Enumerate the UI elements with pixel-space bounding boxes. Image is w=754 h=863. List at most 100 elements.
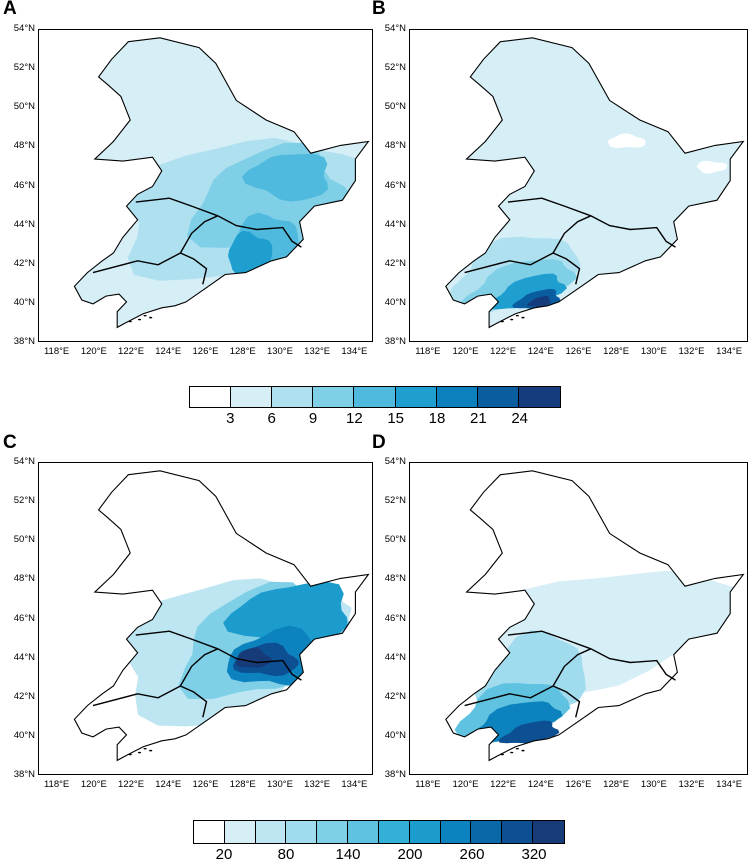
- lon-tick-label: 134°E: [716, 779, 743, 790]
- panel-letter: A: [3, 0, 17, 19]
- colorbar-swatch: [231, 387, 273, 407]
- colorbar-swatch: [255, 821, 287, 843]
- lat-tick-label: 44°N: [13, 651, 35, 663]
- lon-tick-label: 132°E: [678, 779, 705, 790]
- lat-tick-label: 54°N: [384, 23, 406, 34]
- lat-tick-label: 40°N: [384, 296, 406, 308]
- lat-tick-label: 44°N: [13, 218, 35, 230]
- island-mark: [521, 316, 525, 319]
- lat-tick-label: 54°N: [13, 456, 35, 467]
- province-border: [179, 648, 218, 687]
- region-outline: [445, 470, 745, 762]
- fill-layer: [74, 37, 369, 328]
- lon-tick-label: 128°E: [229, 779, 256, 790]
- island-mark: [510, 751, 514, 754]
- lon-tick-label: 126°E: [192, 779, 219, 790]
- contour-fill: [696, 160, 728, 174]
- lat-tick-label: 40°N: [384, 729, 406, 741]
- lat-tick-label: 52°N: [13, 62, 35, 74]
- province-border: [135, 630, 302, 681]
- lon-tick-label: 134°E: [341, 779, 368, 790]
- lon-tick-label: 120°E: [452, 346, 479, 357]
- colorbar-swatch: [286, 821, 318, 843]
- lon-tick-label: 128°E: [603, 346, 630, 357]
- colorbar-label: 24: [511, 410, 528, 427]
- province-border: [507, 197, 676, 248]
- colorbar-swatch: [378, 821, 410, 843]
- colorbar-swatch: [224, 821, 256, 843]
- contour-fill: [223, 581, 348, 650]
- outline-layer: [73, 470, 370, 762]
- lat-tick-label: 42°N: [13, 257, 35, 269]
- lat-tick-label: 42°N: [384, 690, 406, 702]
- contour-fill: [498, 720, 560, 744]
- lon-tick-label: 134°E: [341, 346, 368, 357]
- map-svg: [73, 470, 370, 762]
- lat-tick-label: 42°N: [13, 690, 35, 702]
- lat-tick-label: 46°N: [13, 179, 35, 191]
- region-outline: [445, 37, 745, 329]
- colorbar-swatch: [518, 387, 560, 407]
- colorbar-swatch: [313, 387, 355, 407]
- lat-tick-label: 52°N: [384, 62, 406, 74]
- island-mark: [128, 320, 132, 323]
- map-svg: [445, 470, 745, 762]
- lon-tick-label: 128°E: [603, 779, 630, 790]
- province-border: [464, 685, 581, 718]
- island-mark: [143, 747, 147, 750]
- lon-tick-label: 122°E: [118, 779, 145, 790]
- colorbar-swatch: [409, 821, 441, 843]
- lat-tick-label: 46°N: [384, 612, 406, 624]
- contour-fill: [486, 273, 568, 310]
- colorbar-label: 260: [459, 846, 485, 863]
- contour-fill: [228, 230, 273, 275]
- colorbar-label: 320: [521, 846, 547, 863]
- lon-tick-label: 122°E: [118, 346, 145, 357]
- lon-tick-label: 124°E: [155, 346, 182, 357]
- lon-tick-label: 130°E: [266, 346, 293, 357]
- lon-tick-label: 134°E: [716, 346, 743, 357]
- colorbar-swatch: [395, 387, 437, 407]
- colorbar-swatch: [272, 387, 314, 407]
- island-mark: [510, 318, 514, 321]
- lon-tick-label: 126°E: [192, 346, 219, 357]
- lon-tick-label: 126°E: [565, 779, 592, 790]
- island-mark: [521, 749, 525, 752]
- lon-tick-label: 118°E: [415, 346, 441, 357]
- lon-tick-label: 120°E: [80, 346, 107, 357]
- lon-tick-label: 124°E: [527, 346, 554, 357]
- island-mark: [137, 751, 142, 754]
- colorbar-swatch: [502, 821, 534, 843]
- lon-tick-label: 130°E: [640, 346, 667, 357]
- lat-tick-label: 44°N: [384, 218, 406, 230]
- lat-tick-label: 48°N: [13, 140, 35, 152]
- colorbar-swatch: [471, 821, 503, 843]
- colorbar-label: 140: [335, 846, 361, 863]
- lon-tick-label: 118°E: [43, 346, 70, 357]
- colorbar-label: 20: [215, 846, 233, 863]
- lon-tick-label: 132°E: [304, 779, 331, 790]
- map-frame: [38, 462, 373, 775]
- province-border: [507, 630, 676, 681]
- map-frame: [38, 29, 373, 342]
- island-mark: [128, 753, 132, 756]
- fill-layer: [445, 37, 744, 328]
- fill-layer: [445, 470, 744, 761]
- panel-letter: C: [3, 432, 17, 453]
- island-mark: [515, 747, 519, 750]
- fill-layer: [74, 470, 369, 761]
- lon-tick-label: 132°E: [678, 346, 705, 357]
- island-mark: [500, 320, 504, 323]
- lat-tick-label: 50°N: [384, 534, 406, 546]
- lat-tick-label: 48°N: [384, 573, 406, 585]
- colorbar-swatch: [194, 821, 225, 843]
- lat-tick-label: 54°N: [384, 456, 406, 467]
- outline-layer: [445, 470, 745, 762]
- colorbar-swatch: [533, 821, 564, 843]
- province-border: [552, 215, 592, 254]
- lat-tick-label: 50°N: [13, 534, 35, 546]
- lon-tick-label: 122°E: [490, 346, 517, 357]
- colorbar-swatch: [436, 387, 478, 407]
- colorbar-label: 9: [308, 410, 318, 427]
- lat-tick-label: 46°N: [13, 612, 35, 624]
